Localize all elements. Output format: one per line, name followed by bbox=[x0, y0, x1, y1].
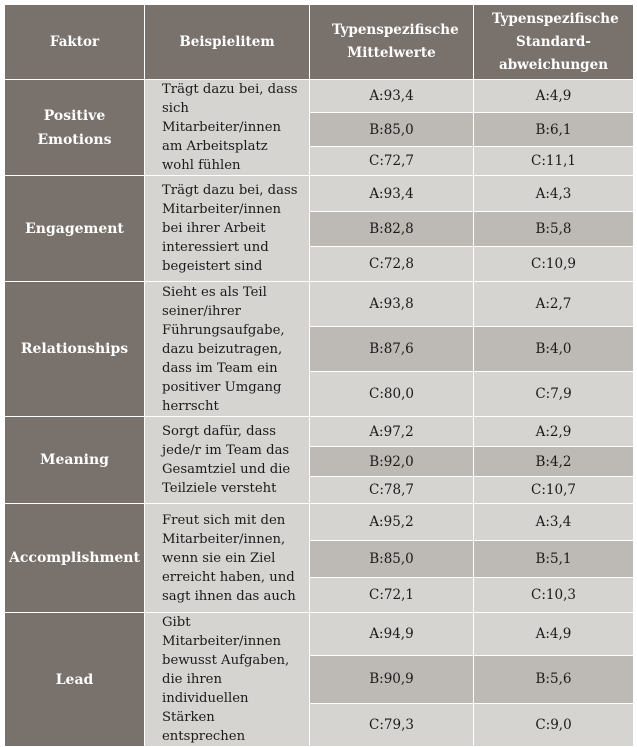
factor-cell-accomplishment: Accomplishment bbox=[4, 503, 145, 613]
sd-value-cell: C:11,1 bbox=[473, 145, 634, 177]
header-row: Faktor Beispielitem Typenspezifische Mit… bbox=[4, 4, 634, 80]
mean-value-cell: C:80,0 bbox=[309, 371, 474, 417]
sd-value-cell: A:2,9 bbox=[473, 416, 634, 447]
mean-value-cell: B:85,0 bbox=[309, 540, 474, 578]
sd-value-cell: A:4,3 bbox=[473, 175, 634, 212]
sd-value-cell: B:4,0 bbox=[473, 326, 634, 372]
example-item-cell: Trägt dazu bei, dass sich Mitarbeiter/in… bbox=[144, 79, 310, 176]
sd-value-cell: B:5,6 bbox=[473, 655, 634, 704]
header-factor: Faktor bbox=[4, 4, 145, 80]
factor-cell-lead: Lead bbox=[4, 612, 145, 747]
table-row: C:78,7 C:10,7 bbox=[5, 476, 634, 504]
table-row: Engagement Trägt dazu bei, dass Mitarbeit… bbox=[4, 175, 634, 282]
table-row: C:72,1 C:10,3 bbox=[5, 577, 634, 613]
mean-value-cell: A:93,4 bbox=[309, 175, 474, 212]
table-row: B:82,8 B:5,8 bbox=[5, 211, 634, 247]
sd-value-cell: B:5,1 bbox=[473, 540, 634, 578]
mean-value-cell: B:90,9 bbox=[309, 655, 474, 704]
factor-cell-engagement: Engagement bbox=[4, 175, 145, 282]
sd-value-cell: C:7,9 bbox=[473, 371, 634, 417]
table-body: Positive Emotions Trägt dazu bei, dass si… bbox=[4, 78, 634, 747]
mean-value-cell: B:82,8 bbox=[309, 211, 474, 247]
header-example-item: Beispielitem bbox=[144, 4, 310, 80]
mean-value-cell: A:97,2 bbox=[309, 416, 474, 447]
mean-value-cell: A:95,2 bbox=[309, 503, 474, 541]
mean-value-cell: C:78,7 bbox=[309, 476, 474, 504]
sd-value-cell: A:4,9 bbox=[473, 78, 634, 114]
sd-value-cell: B:4,2 bbox=[473, 446, 634, 477]
table-row: Lead Gibt Mitarbeiter/innen bewusst Aufga… bbox=[4, 611, 634, 747]
example-item-cell: Sorgt dafür, dass jede/r im Team das Ges… bbox=[144, 416, 310, 504]
sd-value-cell: A:2,7 bbox=[473, 281, 634, 327]
table-row: C:80,0 C:7,9 bbox=[5, 371, 634, 417]
table-row: B:90,9 B:5,6 bbox=[5, 655, 634, 704]
table-row: B:92,0 B:4,2 bbox=[5, 446, 634, 477]
table-row: Positive Emotions Trägt dazu bei, dass si… bbox=[4, 78, 634, 176]
sd-value-cell: B:6,1 bbox=[473, 112, 634, 147]
table-row: B:85,0 B:6,1 bbox=[5, 112, 634, 147]
mean-value-cell: B:85,0 bbox=[309, 112, 474, 147]
factor-cell-meaning: Meaning bbox=[4, 416, 145, 504]
sd-value-cell: A:4,9 bbox=[473, 611, 634, 657]
table-row: B:87,6 B:4,0 bbox=[5, 326, 634, 372]
header-mean-values: Typenspezifische Mittelwerte bbox=[309, 4, 474, 80]
example-item-cell: Gibt Mitarbeiter/innen bewusst Aufgaben,… bbox=[144, 612, 310, 747]
table-row: C:72,7 C:11,1 bbox=[5, 145, 634, 177]
sd-value-cell: C:9,0 bbox=[473, 702, 634, 747]
mean-value-cell: C:79,3 bbox=[309, 702, 474, 747]
table-row: Accomplishment Freut sich mit den Mitarbe… bbox=[4, 503, 634, 613]
mean-value-cell: B:87,6 bbox=[309, 326, 474, 372]
sd-value-cell: C:10,3 bbox=[473, 577, 634, 613]
mean-value-cell: A:93,4 bbox=[309, 78, 474, 114]
sd-value-cell: C:10,7 bbox=[473, 476, 634, 504]
sd-value-cell: C:10,9 bbox=[473, 246, 634, 282]
table-row: C:72,8 C:10,9 bbox=[5, 246, 634, 282]
example-item-cell: Sieht es als Teil seiner/ihrer Führungsa… bbox=[144, 281, 310, 417]
factor-cell-positive-emotions: Positive Emotions bbox=[4, 79, 145, 176]
mean-value-cell: A:94,9 bbox=[309, 611, 474, 657]
mean-value-cell: B:92,0 bbox=[309, 446, 474, 477]
results-table: Faktor Beispielitem Typenspezifische Mit… bbox=[4, 4, 634, 747]
sd-value-cell: B:5,8 bbox=[473, 211, 634, 247]
mean-value-cell: C:72,1 bbox=[309, 577, 474, 613]
example-item-cell: Freut sich mit den Mitarbeiter/innen, we… bbox=[144, 503, 310, 613]
mean-value-cell: C:72,7 bbox=[309, 145, 474, 177]
header-standard-deviations: Typenspezifische Standard-abweichungen bbox=[473, 4, 634, 80]
sd-value-cell: A:3,4 bbox=[473, 503, 634, 541]
mean-value-cell: C:72,8 bbox=[309, 246, 474, 282]
table-row: Meaning Sorgt dafür, dass jede/r im Team … bbox=[4, 416, 634, 504]
example-item-cell: Trägt dazu bei, dass Mitarbeiter/innen b… bbox=[144, 175, 310, 282]
table-row: Relationships Sieht es als Teil seiner/ih… bbox=[4, 281, 634, 417]
factor-cell-relationships: Relationships bbox=[4, 281, 145, 417]
table-header: Faktor Beispielitem Typenspezifische Mit… bbox=[4, 4, 634, 80]
mean-value-cell: A:93,8 bbox=[309, 281, 474, 327]
